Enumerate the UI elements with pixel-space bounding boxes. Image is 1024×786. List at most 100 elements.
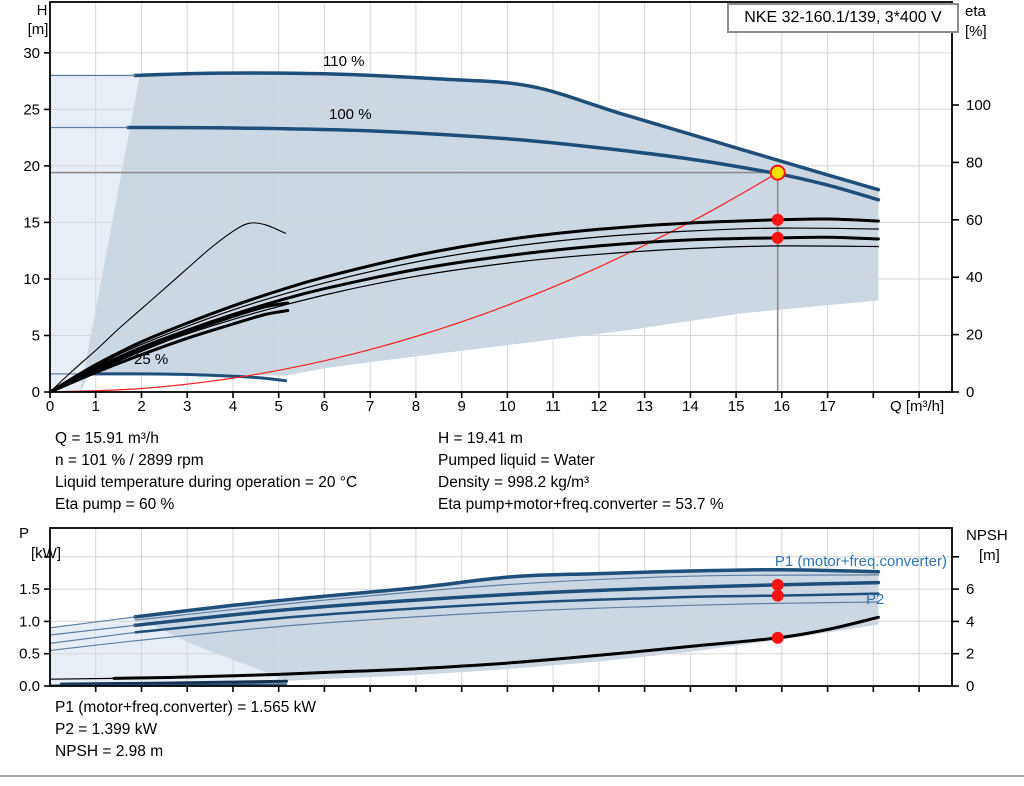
chart-text: 17: [819, 398, 836, 415]
info-speed: n = 101 % / 2899 rpm: [55, 452, 204, 469]
pump-designation-label: NKE 32-160.1/139, 3*400 V: [744, 9, 942, 26]
eta-total-curve: [48, 235, 880, 394]
system-curve: [49, 172, 779, 393]
p-npsh-chart: 0.0 0.5 1.0 1.5 0 2 4 6 P[kW] NPSH [m] P1 (motor+fr…: [19, 525, 1008, 695]
p2-point: [771, 589, 784, 602]
eta-control-pump: [48, 301, 290, 394]
info-npsh: NPSH = 2.98 m: [55, 743, 164, 760]
pump-designation-box: NKE 32-160.1/139, 3*400 V: [727, 3, 959, 33]
duty-info-right: H = 19.41 m Pumped liquid = Water Densit…: [438, 428, 724, 516]
chart-text: 0.5: [19, 646, 40, 663]
chart-text: 0: [46, 398, 54, 415]
chart-text: 14: [682, 398, 699, 415]
info-p1: P1 (motor+freq.converter) = 1.565 kW: [55, 699, 317, 716]
chart-text: 10: [23, 271, 40, 288]
info-p2: P2 = 1.399 kW: [55, 721, 158, 738]
chart-text: 16: [773, 398, 790, 415]
chart-text: 20: [966, 327, 983, 344]
power-info: P1 (motor+freq.converter) = 1.565 kW P2 …: [55, 697, 316, 763]
chart-text: 30: [23, 45, 40, 62]
chart-text: 8: [412, 398, 420, 415]
chart-text: 80: [966, 154, 983, 171]
duty-info-left: Q = 15.91 m³/h n = 101 % / 2899 rpm Liqu…: [55, 428, 357, 516]
info-head: H = 19.41 m: [438, 430, 523, 447]
info-eta-total: Eta pump+motor+freq.converter = 53.7 %: [438, 496, 724, 513]
p1-min-flow: [49, 624, 136, 636]
info-liquid-temperature: Liquid temperature during operation = 20…: [55, 474, 358, 491]
npsh-point: [771, 631, 784, 644]
duty-point[interactable]: [769, 164, 786, 181]
p-curve-25pct: [59, 679, 288, 686]
p1-110-min-flow: [49, 616, 136, 629]
plot-frame: [49, 1, 953, 393]
chart-text: 5: [275, 398, 283, 415]
chart-text: [m]: [979, 547, 1000, 564]
chart-text: 0: [966, 384, 974, 401]
p-25pct-low: [49, 683, 288, 686]
chart-text: 5: [32, 328, 40, 345]
chart-text: 0: [966, 678, 974, 695]
chart-text: 15: [728, 398, 745, 415]
info-pumped-liquid: Pumped liquid = Water: [438, 452, 595, 469]
chart-text: 0.0: [19, 678, 40, 695]
info-density: Density = 998.2 kg/m³: [438, 474, 590, 491]
chart-text: 25: [23, 101, 40, 118]
chart-text: H: [37, 2, 48, 19]
eta-pump-curve: [48, 217, 880, 394]
chart-text: 10: [499, 398, 516, 415]
chart-text: 13: [636, 398, 653, 415]
chart-text: 15: [23, 214, 40, 231]
p2-min-flow: [49, 631, 136, 644]
plot-frame: [49, 527, 953, 687]
chart-text: 40: [966, 269, 983, 286]
eta-pump-point: [771, 213, 784, 226]
chart-text: 6: [966, 581, 974, 598]
p1-110pct-tolerance: [134, 574, 879, 621]
bottom-divider: [0, 775, 1024, 777]
chart-text: 9: [458, 398, 466, 415]
chart-text: 100 %: [329, 106, 372, 123]
chart-text: 110 %: [323, 53, 364, 70]
power-range-light: [50, 616, 287, 686]
chart-text: Q [m³/h]: [890, 398, 944, 415]
chart-text: 12: [591, 398, 608, 415]
chart-text: 60: [966, 212, 983, 229]
operating-range-light: [50, 74, 141, 393]
chart-text: 1: [92, 398, 100, 415]
eta-tolerance-upper: [49, 227, 879, 393]
eta-control-total: [48, 309, 290, 394]
chart-text: [%]: [965, 23, 987, 40]
chart-text: P: [19, 525, 29, 542]
eta-total-point: [771, 231, 784, 244]
chart-text: 6: [320, 398, 328, 415]
hq-eta-chart: 0 1 2 3 4 5 6 7 8 9 10 11 12 13 14 15 16 1705101520253002…: [23, 1, 991, 415]
chart-text: 25 %: [134, 351, 168, 368]
eta-curve-25pct: [49, 222, 287, 393]
chart-text: eta: [965, 3, 987, 20]
chart-text: P2: [866, 591, 884, 608]
h-q-curve-100pct: [126, 125, 881, 202]
chart-text: P1 (motor+freq.converter): [775, 553, 947, 570]
chart-text: 3: [183, 398, 191, 415]
chart-text: NPSH: [966, 527, 1008, 544]
chart-text: 100: [966, 97, 991, 114]
info-eta-pump: Eta pump = 60 %: [55, 496, 175, 513]
npsh-min-flow: [49, 677, 115, 680]
chart-text: 20: [23, 158, 40, 175]
chart-text: 2: [966, 646, 974, 663]
operating-range: [80, 72, 879, 392]
chart-text: [kW]: [31, 545, 61, 562]
chart-text: 4: [229, 398, 237, 415]
chart-text: 1.5: [19, 581, 40, 598]
h-q-curve-110pct: [133, 71, 881, 192]
p2-tolerance: [49, 601, 879, 652]
chart-text: 1.0: [19, 613, 40, 630]
chart-text: 11: [545, 398, 561, 415]
chart-text: 0: [32, 384, 40, 401]
p1-curve-110pct: [133, 567, 881, 619]
info-flow: Q = 15.91 m³/h: [55, 430, 159, 447]
chart-text: [m]: [28, 21, 49, 38]
chart-text: 2: [137, 398, 145, 415]
